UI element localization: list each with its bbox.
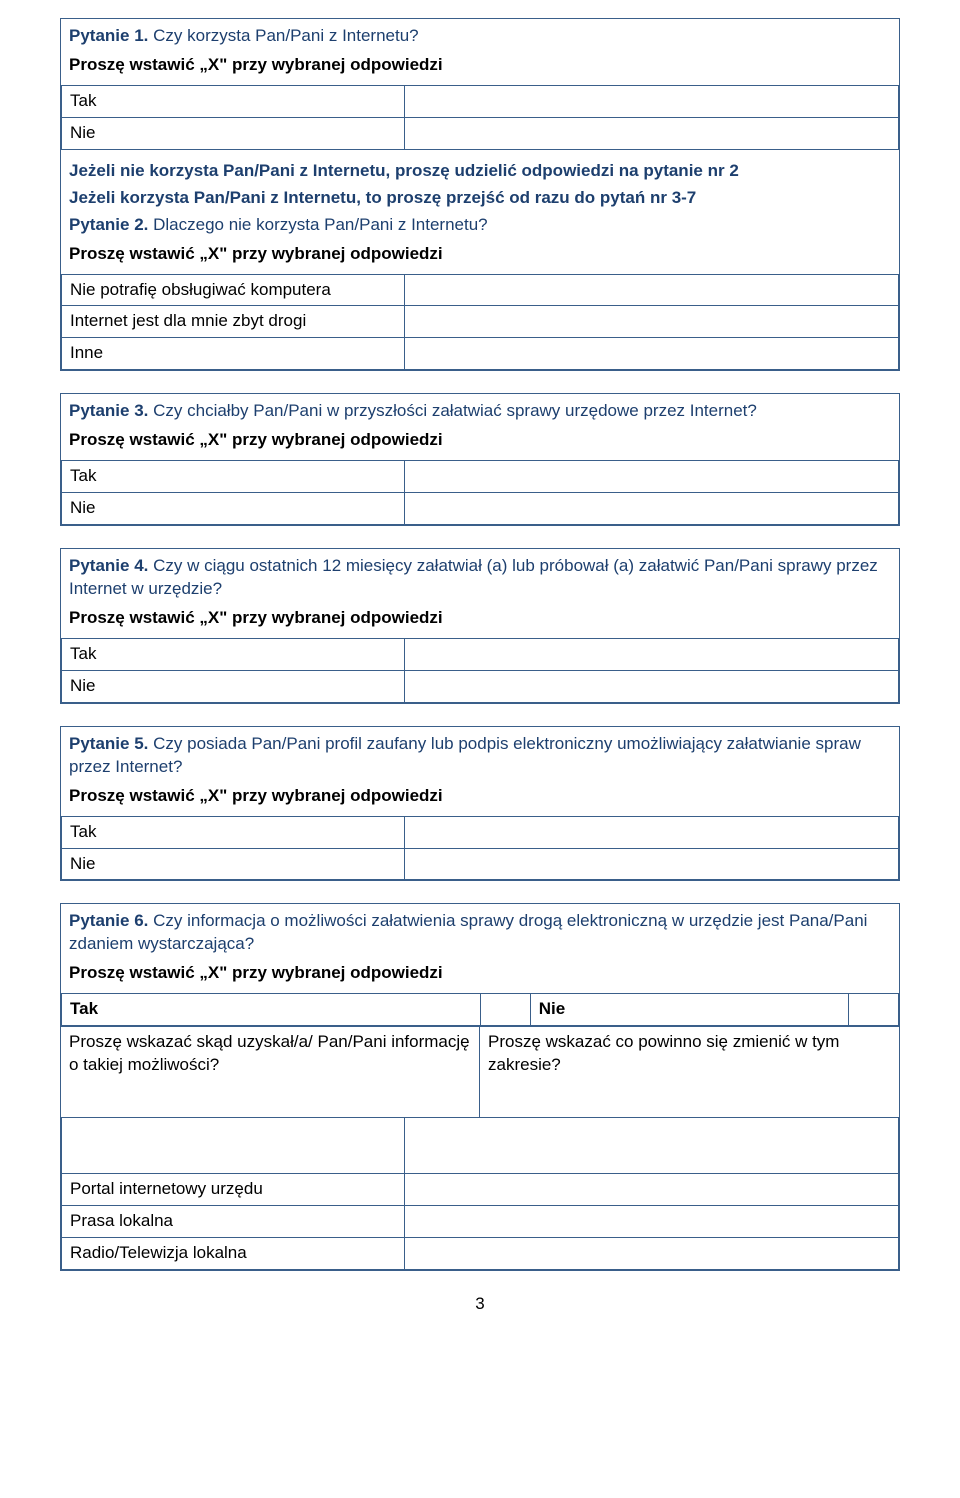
q6-source-row: Portal internetowy urzędu [62,1174,899,1206]
q2-option-row: Inne [62,338,899,370]
question-6-box: Pytanie 6. Czy informacja o możliwości z… [60,903,900,1270]
q2-option-label: Nie potrafię obsługiwać komputera [62,274,405,306]
q6-source-input[interactable] [405,1237,899,1269]
q5-label: Pytanie 5. [69,734,148,753]
q2-option-label: Internet jest dla mnie zbyt drogi [62,306,405,338]
q1-title: Pytanie 1. Czy korzysta Pan/Pani z Inter… [69,25,891,48]
q1-option-label: Nie [62,117,405,149]
q6-title: Pytanie 6. Czy informacja o możliwości z… [69,910,891,956]
q4-option-input[interactable] [405,638,899,670]
q2-instruction: Proszę wstawić „X" przy wybranej odpowie… [69,243,891,266]
q3-label: Pytanie 3. [69,401,148,420]
q2-options-table: Nie potrafię obsługiwać komputera Intern… [61,274,899,371]
q6-no-label: Nie [530,994,848,1026]
q5-title: Pytanie 5. Czy posiada Pan/Pani profil z… [69,733,891,779]
q2-label: Pytanie 2. [69,215,148,234]
q2-option-row: Nie potrafię obsługiwać komputera [62,274,899,306]
q3-text: Czy chciałby Pan/Pani w przyszłości zała… [153,401,757,420]
q4-option-label: Tak [62,638,405,670]
q1-label: Pytanie 1. [69,26,148,45]
q6-instruction: Proszę wstawić „X" przy wybranej odpowie… [69,962,891,985]
q6-label: Pytanie 6. [69,911,148,930]
q5-option-row: Tak [62,816,899,848]
q4-text: Czy w ciągu ostatnich 12 miesięcy załatw… [69,556,878,598]
q4-option-input[interactable] [405,670,899,702]
q1-note1: Jeżeli nie korzysta Pan/Pani z Internetu… [69,160,891,183]
q6-no-input[interactable] [848,994,898,1026]
q4-option-row: Tak [62,638,899,670]
q5-text: Czy posiada Pan/Pani profil zaufany lub … [69,734,861,776]
q6-spacer-cell[interactable] [62,1118,405,1174]
q1-option-input[interactable] [405,85,899,117]
q6-source-label: Radio/Telewizja lokalna [62,1237,405,1269]
q4-title: Pytanie 4. Czy w ciągu ostatnich 12 mies… [69,555,891,601]
question-3-box: Pytanie 3. Czy chciałby Pan/Pani w przys… [60,393,900,526]
q2-title: Pytanie 2. Dlaczego nie korzysta Pan/Pan… [69,214,891,237]
q6-head: Pytanie 6. Czy informacja o możliwości z… [61,904,899,993]
q4-option-label: Nie [62,670,405,702]
q3-option-input[interactable] [405,461,899,493]
q4-head: Pytanie 4. Czy w ciągu ostatnich 12 mies… [61,549,899,638]
q6-yesno-table: Tak Nie [61,993,899,1026]
q4-option-row: Nie [62,670,899,702]
q1-notes: Jeżeli nie korzysta Pan/Pani z Internetu… [61,150,899,274]
q5-option-row: Nie [62,848,899,880]
q5-option-input[interactable] [405,848,899,880]
q3-option-input[interactable] [405,493,899,525]
q6-source-input[interactable] [405,1206,899,1238]
q1-head: Pytanie 1. Czy korzysta Pan/Pani z Inter… [61,19,899,85]
q6-yesno-row: Tak Nie [62,994,899,1026]
q6-follow-yes: Proszę wskazać skąd uzyskał/a/ Pan/Pani … [61,1027,480,1117]
q1-option-label: Tak [62,85,405,117]
q6-text: Czy informacja o możliwości załatwienia … [69,911,867,953]
question-5-box: Pytanie 5. Czy posiada Pan/Pani profil z… [60,726,900,882]
q1-text: Czy korzysta Pan/Pani z Internetu? [153,26,419,45]
q1-option-input[interactable] [405,117,899,149]
q6-source-label: Portal internetowy urzędu [62,1174,405,1206]
q2-option-label: Inne [62,338,405,370]
q6-yes-input[interactable] [480,994,530,1026]
q3-instruction: Proszę wstawić „X" przy wybranej odpowie… [69,429,891,452]
q2-option-input[interactable] [405,274,899,306]
page-number: 3 [60,1293,900,1316]
q6-follow-no: Proszę wskazać co powinno się zmienić w … [480,1027,899,1117]
q1-note2: Jeżeli korzysta Pan/Pani z Internetu, to… [69,187,891,210]
q5-option-input[interactable] [405,816,899,848]
q4-options-table: Tak Nie [61,638,899,703]
q3-option-row: Nie [62,493,899,525]
q2-text: Dlaczego nie korzysta Pan/Pani z Interne… [153,215,488,234]
q5-head: Pytanie 5. Czy posiada Pan/Pani profil z… [61,727,899,816]
q5-options-table: Tak Nie [61,816,899,881]
q6-source-row: Prasa lokalna [62,1206,899,1238]
q1-option-row: Nie [62,117,899,149]
q6-sources-table: Portal internetowy urzędu Prasa lokalna … [61,1117,899,1270]
q5-instruction: Proszę wstawić „X" przy wybranej odpowie… [69,785,891,808]
q6-source-input[interactable] [405,1174,899,1206]
q3-option-label: Nie [62,493,405,525]
q4-label: Pytanie 4. [69,556,148,575]
q3-option-row: Tak [62,461,899,493]
q6-yes-label: Tak [62,994,481,1026]
q3-head: Pytanie 3. Czy chciałby Pan/Pani w przys… [61,394,899,460]
q1-options-table: Tak Nie [61,85,899,150]
q3-title: Pytanie 3. Czy chciałby Pan/Pani w przys… [69,400,891,423]
q6-source-label: Prasa lokalna [62,1206,405,1238]
q2-option-input[interactable] [405,306,899,338]
q1-option-row: Tak [62,85,899,117]
q2-option-input[interactable] [405,338,899,370]
q4-instruction: Proszę wstawić „X" przy wybranej odpowie… [69,607,891,630]
question-1-2-box: Pytanie 1. Czy korzysta Pan/Pani z Inter… [60,18,900,371]
q6-followup: Proszę wskazać skąd uzyskał/a/ Pan/Pani … [61,1026,899,1117]
q5-option-label: Nie [62,848,405,880]
q5-option-label: Tak [62,816,405,848]
q3-option-label: Tak [62,461,405,493]
q6-spacer-cell[interactable] [405,1118,899,1174]
q6-spacer [62,1118,899,1174]
q3-options-table: Tak Nie [61,460,899,525]
q6-source-row: Radio/Telewizja lokalna [62,1237,899,1269]
q2-option-row: Internet jest dla mnie zbyt drogi [62,306,899,338]
q1-instruction: Proszę wstawić „X" przy wybranej odpowie… [69,54,891,77]
question-4-box: Pytanie 4. Czy w ciągu ostatnich 12 mies… [60,548,900,704]
